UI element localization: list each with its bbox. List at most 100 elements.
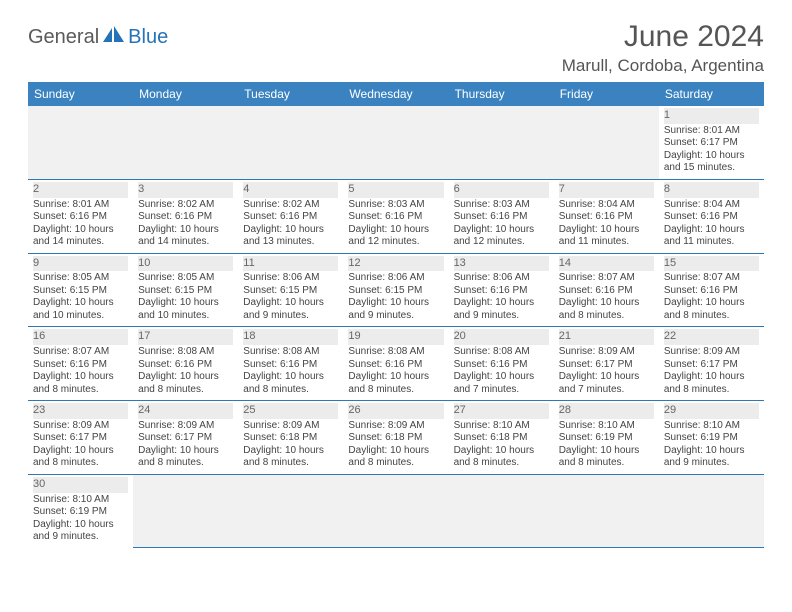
calendar-cell: 30Sunrise: 8:10 AMSunset: 6:19 PMDayligh… xyxy=(28,474,133,547)
sunrise-line: Sunrise: 8:08 AM xyxy=(243,346,338,359)
sunrise-line: Sunrise: 8:04 AM xyxy=(559,199,654,212)
day-details: Sunrise: 8:09 AMSunset: 6:18 PMDaylight:… xyxy=(348,419,443,470)
calendar-cell: 5Sunrise: 8:03 AMSunset: 6:16 PMDaylight… xyxy=(343,179,448,253)
sunrise-line: Sunrise: 8:09 AM xyxy=(243,420,338,433)
calendar-cell-empty xyxy=(343,106,448,179)
calendar-cell: 3Sunrise: 8:02 AMSunset: 6:16 PMDaylight… xyxy=(133,179,238,253)
calendar-body: 1Sunrise: 8:01 AMSunset: 6:17 PMDaylight… xyxy=(28,106,764,548)
sunset-line: Sunset: 6:17 PM xyxy=(33,432,128,445)
sunset-line: Sunset: 6:16 PM xyxy=(138,211,233,224)
daylight-line: Daylight: 10 hours and 8 minutes. xyxy=(454,445,549,470)
calendar-cell: 13Sunrise: 8:06 AMSunset: 6:16 PMDayligh… xyxy=(449,253,554,327)
sunrise-line: Sunrise: 8:10 AM xyxy=(454,420,549,433)
sunrise-line: Sunrise: 8:08 AM xyxy=(138,346,233,359)
calendar-row: 23Sunrise: 8:09 AMSunset: 6:17 PMDayligh… xyxy=(28,401,764,475)
calendar-cell: 22Sunrise: 8:09 AMSunset: 6:17 PMDayligh… xyxy=(659,327,764,401)
sunset-line: Sunset: 6:16 PM xyxy=(664,211,759,224)
calendar-cell: 29Sunrise: 8:10 AMSunset: 6:19 PMDayligh… xyxy=(659,401,764,475)
sunset-line: Sunset: 6:17 PM xyxy=(664,137,759,150)
daylight-line: Daylight: 10 hours and 8 minutes. xyxy=(559,445,654,470)
calendar-row: 9Sunrise: 8:05 AMSunset: 6:15 PMDaylight… xyxy=(28,253,764,327)
day-number: 19 xyxy=(348,329,443,345)
daylight-line: Daylight: 10 hours and 14 minutes. xyxy=(33,224,128,249)
day-number: 6 xyxy=(454,182,549,198)
daylight-line: Daylight: 10 hours and 14 minutes. xyxy=(138,224,233,249)
day-number: 9 xyxy=(33,256,128,272)
calendar-cell: 10Sunrise: 8:05 AMSunset: 6:15 PMDayligh… xyxy=(133,253,238,327)
day-number: 21 xyxy=(559,329,654,345)
day-details: Sunrise: 8:02 AMSunset: 6:16 PMDaylight:… xyxy=(243,198,338,249)
sunset-line: Sunset: 6:16 PM xyxy=(559,285,654,298)
sunset-line: Sunset: 6:16 PM xyxy=(348,359,443,372)
sunrise-line: Sunrise: 8:08 AM xyxy=(348,346,443,359)
day-number: 10 xyxy=(138,256,233,272)
calendar-cell: 19Sunrise: 8:08 AMSunset: 6:16 PMDayligh… xyxy=(343,327,448,401)
day-number: 17 xyxy=(138,329,233,345)
calendar-cell: 27Sunrise: 8:10 AMSunset: 6:18 PMDayligh… xyxy=(449,401,554,475)
day-details: Sunrise: 8:04 AMSunset: 6:16 PMDaylight:… xyxy=(664,198,759,249)
day-details: Sunrise: 8:10 AMSunset: 6:19 PMDaylight:… xyxy=(33,493,128,544)
sunset-line: Sunset: 6:15 PM xyxy=(348,285,443,298)
day-details: Sunrise: 8:03 AMSunset: 6:16 PMDaylight:… xyxy=(454,198,549,249)
sunset-line: Sunset: 6:18 PM xyxy=(348,432,443,445)
calendar-cell: 2Sunrise: 8:01 AMSunset: 6:16 PMDaylight… xyxy=(28,179,133,253)
sunrise-line: Sunrise: 8:06 AM xyxy=(243,272,338,285)
day-details: Sunrise: 8:06 AMSunset: 6:16 PMDaylight:… xyxy=(454,271,549,322)
day-details: Sunrise: 8:10 AMSunset: 6:18 PMDaylight:… xyxy=(454,419,549,470)
calendar-cell: 23Sunrise: 8:09 AMSunset: 6:17 PMDayligh… xyxy=(28,401,133,475)
sunset-line: Sunset: 6:15 PM xyxy=(243,285,338,298)
calendar-cell: 1Sunrise: 8:01 AMSunset: 6:17 PMDaylight… xyxy=(659,106,764,179)
calendar-cell: 26Sunrise: 8:09 AMSunset: 6:18 PMDayligh… xyxy=(343,401,448,475)
calendar-cell: 11Sunrise: 8:06 AMSunset: 6:15 PMDayligh… xyxy=(238,253,343,327)
day-details: Sunrise: 8:08 AMSunset: 6:16 PMDaylight:… xyxy=(243,345,338,396)
sunset-line: Sunset: 6:19 PM xyxy=(664,432,759,445)
location-label: Marull, Cordoba, Argentina xyxy=(562,56,764,76)
daylight-line: Daylight: 10 hours and 9 minutes. xyxy=(348,297,443,322)
weekday-header: Sunday xyxy=(28,82,133,106)
daylight-line: Daylight: 10 hours and 7 minutes. xyxy=(454,371,549,396)
day-number: 14 xyxy=(559,256,654,272)
day-number: 7 xyxy=(559,182,654,198)
day-details: Sunrise: 8:06 AMSunset: 6:15 PMDaylight:… xyxy=(348,271,443,322)
day-number: 16 xyxy=(33,329,128,345)
daylight-line: Daylight: 10 hours and 13 minutes. xyxy=(243,224,338,249)
daylight-line: Daylight: 10 hours and 8 minutes. xyxy=(33,371,128,396)
weekday-header: Thursday xyxy=(449,82,554,106)
daylight-line: Daylight: 10 hours and 10 minutes. xyxy=(138,297,233,322)
sunset-line: Sunset: 6:17 PM xyxy=(559,359,654,372)
sunrise-line: Sunrise: 8:09 AM xyxy=(664,346,759,359)
calendar-cell: 7Sunrise: 8:04 AMSunset: 6:16 PMDaylight… xyxy=(554,179,659,253)
sunset-line: Sunset: 6:19 PM xyxy=(33,506,128,519)
calendar-cell-empty xyxy=(554,474,659,547)
sunset-line: Sunset: 6:16 PM xyxy=(243,211,338,224)
day-number: 1 xyxy=(664,108,759,124)
sunrise-line: Sunrise: 8:02 AM xyxy=(243,199,338,212)
calendar-row: 30Sunrise: 8:10 AMSunset: 6:19 PMDayligh… xyxy=(28,474,764,547)
calendar-cell: 21Sunrise: 8:09 AMSunset: 6:17 PMDayligh… xyxy=(554,327,659,401)
day-number: 13 xyxy=(454,256,549,272)
daylight-line: Daylight: 10 hours and 9 minutes. xyxy=(33,519,128,544)
daylight-line: Daylight: 10 hours and 11 minutes. xyxy=(559,224,654,249)
day-details: Sunrise: 8:03 AMSunset: 6:16 PMDaylight:… xyxy=(348,198,443,249)
sunset-line: Sunset: 6:16 PM xyxy=(454,285,549,298)
sunset-line: Sunset: 6:17 PM xyxy=(138,432,233,445)
calendar-cell-empty xyxy=(133,106,238,179)
calendar-cell-empty xyxy=(28,106,133,179)
daylight-line: Daylight: 10 hours and 8 minutes. xyxy=(33,445,128,470)
sunset-line: Sunset: 6:18 PM xyxy=(243,432,338,445)
day-details: Sunrise: 8:06 AMSunset: 6:15 PMDaylight:… xyxy=(243,271,338,322)
calendar-cell-empty xyxy=(449,474,554,547)
daylight-line: Daylight: 10 hours and 12 minutes. xyxy=(348,224,443,249)
calendar-cell: 14Sunrise: 8:07 AMSunset: 6:16 PMDayligh… xyxy=(554,253,659,327)
sunset-line: Sunset: 6:16 PM xyxy=(33,359,128,372)
day-details: Sunrise: 8:08 AMSunset: 6:16 PMDaylight:… xyxy=(138,345,233,396)
logo-text-blue: Blue xyxy=(128,26,168,49)
day-details: Sunrise: 8:09 AMSunset: 6:17 PMDaylight:… xyxy=(559,345,654,396)
day-number: 24 xyxy=(138,403,233,419)
calendar-page: General Blue June 2024 Marull, Cordoba, … xyxy=(0,0,792,558)
sunrise-line: Sunrise: 8:07 AM xyxy=(559,272,654,285)
sunrise-line: Sunrise: 8:03 AM xyxy=(348,199,443,212)
weekday-header: Friday xyxy=(554,82,659,106)
day-number: 25 xyxy=(243,403,338,419)
daylight-line: Daylight: 10 hours and 8 minutes. xyxy=(243,445,338,470)
